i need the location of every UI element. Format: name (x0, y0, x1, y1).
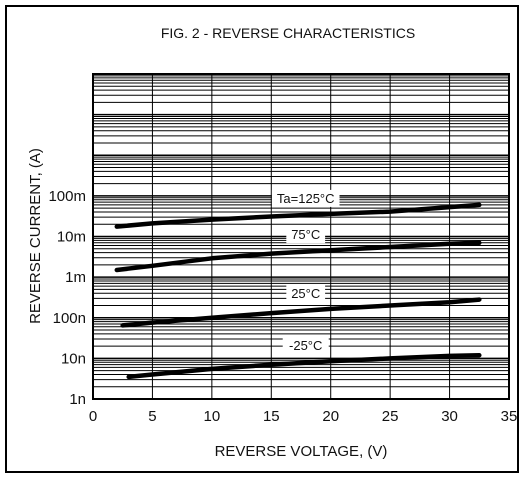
tick-labels: 0 5 10 15 20 25 30 35 1n 10n 100n 1m 10m 100m (48, 188, 517, 425)
series-line-3 (120, 297, 482, 328)
x-tick-label: 15 (263, 408, 280, 425)
x-tick-label: 20 (322, 408, 339, 425)
grid-major (93, 74, 509, 399)
series-label-bg (286, 226, 326, 244)
y-tick-label: 1n (69, 391, 86, 408)
x-axis-label: REVERSE VOLTAGE, (V) (215, 443, 388, 460)
series-layer: Ta=125°C 75°C 25°C -25°C (114, 189, 482, 380)
y-tick-label: 10m (57, 229, 86, 246)
series-label-1: Ta=125°C (277, 191, 335, 206)
series-label-bg (286, 284, 326, 302)
x-tick-label: 5 (148, 408, 156, 425)
series-label-3: 25°C (291, 286, 320, 301)
x-tick-label: 10 (204, 408, 221, 425)
x-tick-label: 30 (441, 408, 458, 425)
y-axis-label: REVERSE CURRENT, (A) (27, 148, 44, 324)
y-tick-label: 1m (65, 269, 86, 286)
x-tick-label: 35 (501, 408, 518, 425)
plot-area-border (92, 73, 510, 400)
series-line-2 (114, 240, 482, 273)
series-line-4 (126, 352, 482, 380)
y-tick-label: 100m (48, 188, 86, 205)
x-tick-label: 0 (89, 408, 97, 425)
y-tick-label: 100n (53, 310, 86, 327)
series-label-bg (282, 337, 329, 355)
series-label-4: -25°C (289, 338, 322, 353)
series-label-bg (271, 189, 340, 207)
series-label-2: 75°C (291, 227, 320, 242)
y-tick-label: 10n (61, 350, 86, 367)
series-line-1 (114, 202, 482, 229)
x-tick-label: 25 (382, 408, 399, 425)
chart-title: FIG. 2 - REVERSE CHARACTERISTICS (161, 25, 415, 41)
